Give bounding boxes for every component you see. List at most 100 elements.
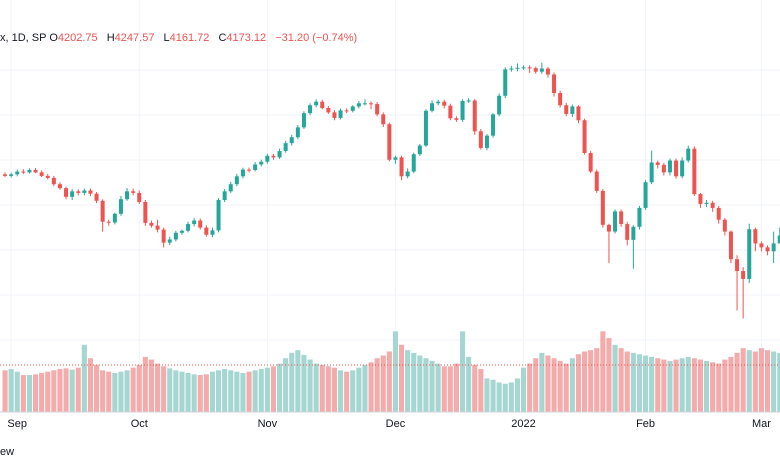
volume-bar — [636, 354, 642, 412]
candle-body — [198, 220, 203, 228]
candle-body — [411, 154, 416, 172]
candle-body — [314, 101, 319, 106]
candle-body — [362, 103, 367, 105]
candle-body — [228, 184, 233, 192]
candle-body — [106, 221, 111, 223]
candle-body — [423, 110, 428, 146]
volume-bar — [136, 364, 142, 412]
volume-bar — [545, 355, 551, 412]
candle-body — [234, 176, 239, 185]
candle-body — [497, 95, 502, 115]
volume-bar — [527, 363, 533, 412]
volume-bar — [594, 348, 600, 412]
candle-body — [728, 231, 733, 260]
candle-body — [472, 100, 477, 132]
candle-body — [301, 113, 306, 128]
volume-bar — [691, 358, 697, 412]
candle-body — [405, 171, 410, 177]
volume-bar — [319, 364, 325, 412]
candle-body — [149, 222, 154, 226]
volume-bar — [301, 354, 307, 412]
volume-bar — [386, 351, 392, 412]
volume-bar — [118, 371, 124, 412]
candle-body — [265, 155, 270, 162]
volume-bar — [75, 367, 81, 412]
volume-bar — [155, 363, 161, 412]
candle-body — [637, 207, 642, 227]
x-tick-label: Oct — [131, 418, 148, 430]
close-value: 4173.12 — [226, 32, 267, 44]
volume-bar — [191, 374, 197, 412]
volume-bar — [94, 364, 100, 412]
candle-body — [192, 220, 197, 225]
volume-bar — [289, 352, 295, 412]
x-tick-label: Nov — [258, 418, 278, 430]
volume-bar — [63, 368, 69, 412]
volume-bar — [423, 358, 429, 412]
volume-bar — [405, 350, 411, 412]
candle-body — [70, 191, 75, 197]
volume-bar — [679, 358, 685, 412]
volume-bar — [533, 358, 539, 412]
candle-body — [320, 101, 325, 109]
candle-body — [167, 239, 172, 243]
volume-bar — [173, 370, 179, 412]
candle-body — [643, 182, 648, 208]
candle-body — [704, 202, 709, 204]
volume-bar — [582, 351, 588, 412]
volume-bar — [167, 368, 173, 412]
volume-bar — [344, 371, 350, 412]
candle-body — [125, 191, 130, 200]
volume-bar — [600, 331, 606, 412]
candle-body — [27, 170, 32, 173]
volume-bar — [667, 360, 673, 412]
candle-body — [33, 170, 38, 173]
volume-bar — [234, 371, 240, 412]
candle-body — [503, 69, 508, 96]
candle-body — [552, 74, 557, 94]
volume-bar — [87, 358, 93, 412]
candle-body — [417, 145, 422, 155]
candle-body — [454, 118, 459, 120]
volume-bar — [710, 362, 716, 412]
volume-bar — [771, 351, 777, 412]
candle-body — [326, 108, 331, 113]
volume-bar — [148, 359, 154, 412]
candle-body — [594, 171, 599, 191]
candle-body — [564, 105, 569, 114]
volume-bar — [746, 350, 752, 412]
volume-bar — [39, 373, 45, 412]
volume-bar — [466, 356, 472, 412]
candle-body — [558, 93, 563, 106]
volume-bar — [417, 355, 423, 412]
candle-body — [777, 235, 780, 244]
candle-body — [308, 105, 313, 114]
volume-bar — [228, 370, 234, 412]
candle-body — [613, 211, 618, 232]
candle-body — [442, 101, 447, 106]
volume-bar — [277, 363, 283, 412]
candle-body — [491, 114, 496, 136]
candle-body — [277, 151, 282, 158]
candle-body — [271, 155, 276, 158]
volume-bar — [106, 371, 112, 412]
candle-body — [381, 114, 386, 125]
volume-bar — [649, 356, 655, 412]
candle-body — [619, 211, 624, 225]
volume-bar — [185, 373, 191, 412]
volume-bar — [362, 364, 368, 412]
volume-bar — [246, 371, 252, 412]
candle-body — [179, 230, 184, 233]
candle-body — [161, 229, 166, 243]
volume-bar — [331, 367, 337, 412]
candle-body — [600, 190, 605, 225]
volume-bar — [551, 358, 557, 412]
volume-bar — [8, 368, 14, 412]
candle-body — [259, 161, 264, 165]
candle-body — [283, 143, 288, 152]
volume-bar — [484, 378, 490, 412]
candle-body — [466, 100, 471, 102]
candle-body — [735, 259, 740, 272]
volume-bar — [142, 356, 148, 412]
